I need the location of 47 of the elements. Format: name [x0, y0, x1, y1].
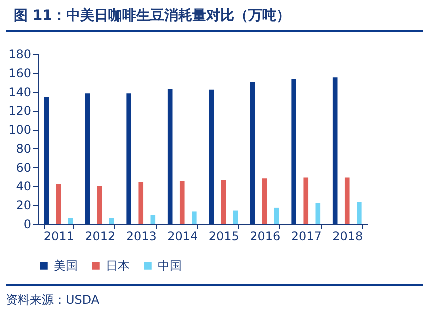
x-tick-label: 2011	[44, 230, 74, 244]
y-tick-label: 20	[16, 198, 32, 213]
x-tick-label: 2017	[291, 230, 322, 244]
y-tick-label: 120	[8, 104, 32, 118]
chart-title: 图 11：中美日咖啡生豆消耗量对比（万吨）	[6, 0, 423, 32]
bar	[250, 82, 256, 224]
y-tick-label: 80	[16, 142, 32, 156]
bar	[110, 218, 114, 224]
legend-label: 美国	[54, 259, 78, 273]
bar	[304, 178, 309, 224]
bar	[357, 202, 362, 224]
bar	[126, 94, 132, 224]
x-tick-label: 2015	[208, 230, 240, 244]
y-tick-label: 180	[8, 48, 32, 62]
bar	[209, 90, 214, 224]
y-tick-label: 0	[24, 218, 32, 232]
y-tick-label: 60	[16, 160, 32, 175]
bar	[344, 178, 350, 224]
bar	[150, 216, 156, 224]
bar	[56, 184, 62, 224]
x-tick-label: 2012	[85, 230, 116, 244]
bar	[233, 210, 238, 224]
y-tick-label: 160	[8, 66, 32, 80]
y-tick-label: 40	[16, 180, 32, 194]
bar	[292, 80, 296, 224]
legend-label: 中国	[158, 259, 182, 273]
bar	[168, 88, 173, 224]
text: 资料来源：USDA	[6, 284, 423, 309]
bar	[44, 97, 49, 224]
bar	[332, 78, 338, 224]
x-tick-label: 2014	[168, 230, 198, 244]
bar	[316, 203, 321, 224]
bar	[68, 218, 74, 224]
bar	[192, 212, 197, 224]
bar	[138, 182, 144, 224]
bar	[180, 182, 185, 224]
y-tick-label: 140	[8, 85, 32, 100]
bar	[221, 180, 226, 224]
x-tick-label: 2013	[126, 230, 157, 244]
bar	[274, 208, 280, 224]
x-tick-label: 2016	[250, 230, 281, 244]
bar	[262, 178, 268, 224]
legend-label: 日本	[106, 259, 130, 273]
x-tick-label: 2018	[332, 230, 364, 244]
bar	[85, 94, 90, 224]
bar	[97, 186, 102, 224]
y-tick-label: 100	[8, 123, 32, 138]
